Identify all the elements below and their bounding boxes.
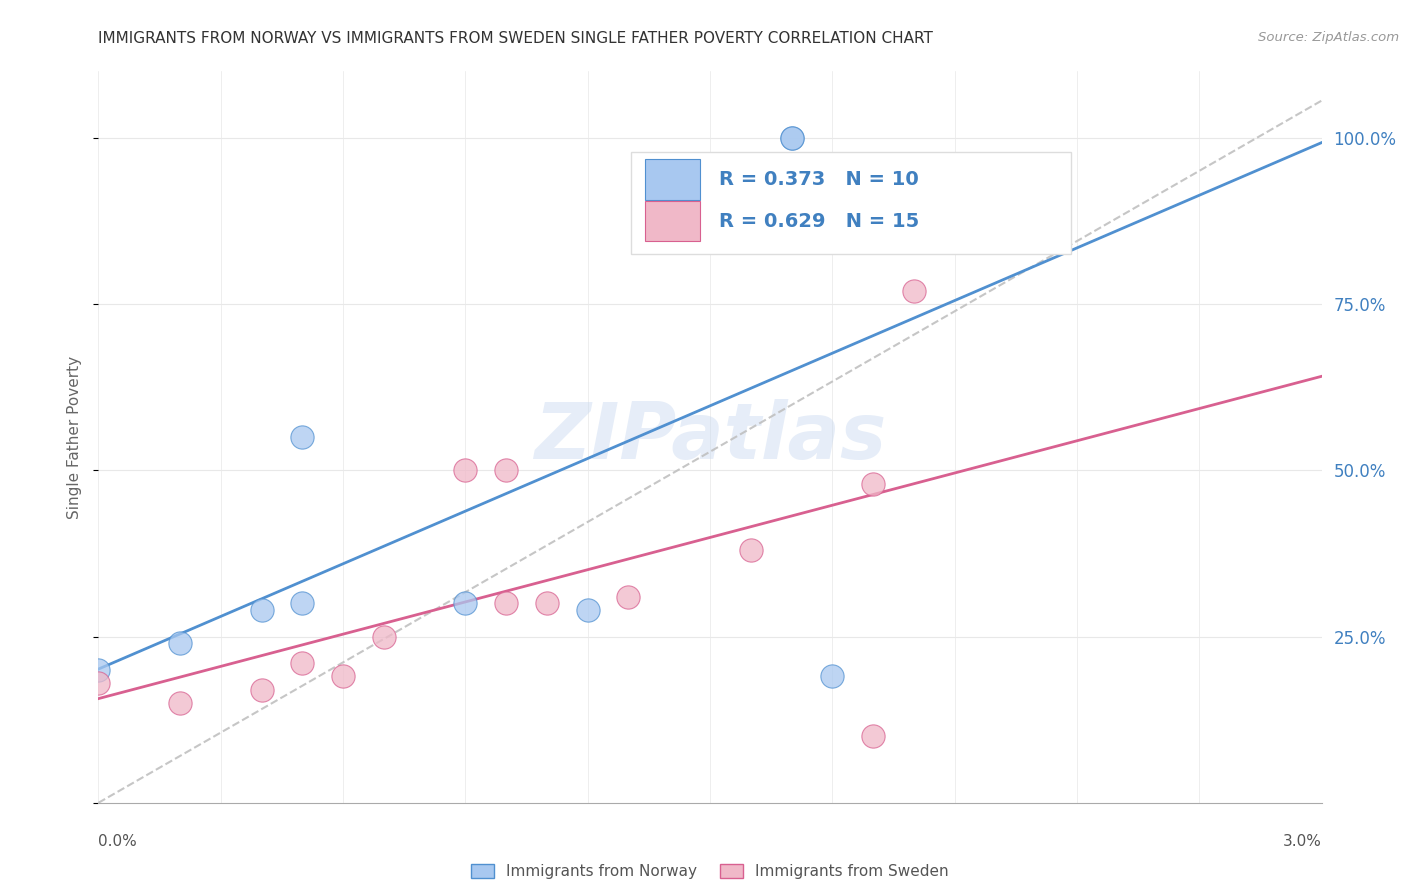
Text: IMMIGRANTS FROM NORWAY VS IMMIGRANTS FROM SWEDEN SINGLE FATHER POVERTY CORRELATI: IMMIGRANTS FROM NORWAY VS IMMIGRANTS FRO… (98, 31, 934, 46)
Legend: Immigrants from Norway, Immigrants from Sweden: Immigrants from Norway, Immigrants from … (471, 864, 949, 880)
Point (903, 284, 925, 298)
Y-axis label: Single Father Poverty: Single Father Poverty (67, 356, 83, 518)
Text: 3.0%: 3.0% (1282, 834, 1322, 849)
Point (780, 131, 803, 145)
Text: Source: ZipAtlas.com: Source: ZipAtlas.com (1258, 31, 1399, 45)
Point (454, 463, 477, 477)
Point (291, 430, 314, 444)
FancyBboxPatch shape (645, 202, 700, 242)
Point (87, 676, 110, 690)
Point (454, 596, 477, 610)
Point (373, 630, 395, 644)
Point (862, 476, 884, 491)
Point (87, 663, 110, 677)
Point (169, 696, 191, 710)
FancyBboxPatch shape (630, 152, 1071, 254)
Point (536, 596, 558, 610)
Point (862, 729, 884, 743)
Point (332, 669, 354, 683)
Point (495, 463, 517, 477)
Point (169, 636, 191, 650)
Point (821, 669, 844, 683)
Point (495, 596, 517, 610)
FancyBboxPatch shape (645, 160, 700, 200)
Text: R = 0.373   N = 10: R = 0.373 N = 10 (718, 170, 918, 189)
Text: 0.0%: 0.0% (98, 834, 138, 849)
Point (780, 131, 803, 145)
Point (576, 603, 599, 617)
Point (250, 603, 273, 617)
Text: ZIPatlas: ZIPatlas (534, 399, 886, 475)
Point (291, 596, 314, 610)
Point (250, 682, 273, 697)
Point (740, 543, 762, 558)
Point (291, 656, 314, 670)
Point (617, 590, 640, 604)
Text: R = 0.629   N = 15: R = 0.629 N = 15 (718, 211, 920, 231)
